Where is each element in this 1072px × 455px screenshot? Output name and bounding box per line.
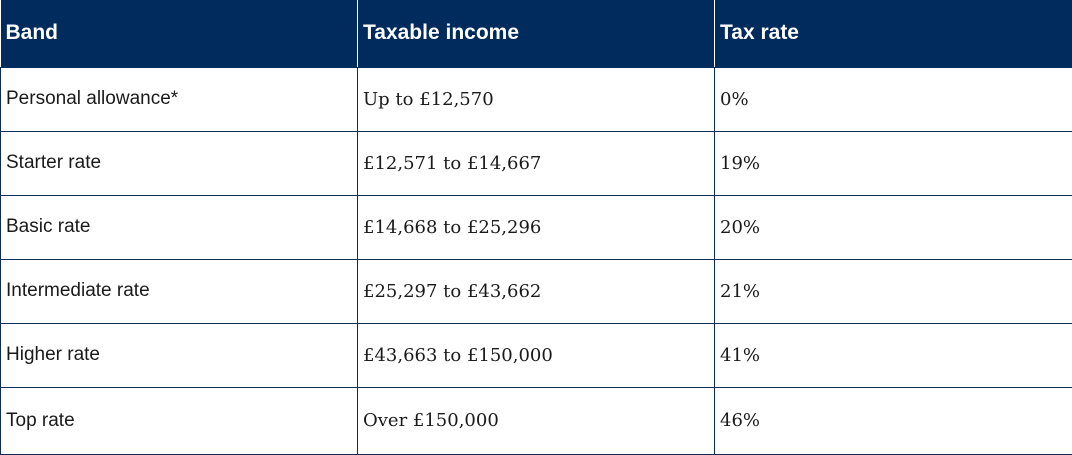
table-row: Higher rate £43,663 to £150,000 41% <box>1 323 1072 387</box>
band-cell: Top rate <box>1 387 358 454</box>
taxable-income-cell: Up to £12,570 <box>358 67 715 131</box>
tax-rate-cell: 20% <box>715 195 1072 259</box>
taxable-income-cell: £14,668 to £25,296 <box>358 195 715 259</box>
table-row: Top rate Over £150,000 46% <box>1 387 1072 454</box>
band-cell: Intermediate rate <box>1 259 358 323</box>
band-cell: Higher rate <box>1 323 358 387</box>
table-body: Personal allowance* Up to £12,570 0% Sta… <box>1 67 1072 454</box>
table-row: Basic rate £14,668 to £25,296 20% <box>1 195 1072 259</box>
tax-rate-cell: 19% <box>715 131 1072 195</box>
table-row: Personal allowance* Up to £12,570 0% <box>1 67 1072 131</box>
tax-rate-cell: 46% <box>715 387 1072 454</box>
header-taxable-income: Taxable income <box>358 0 715 67</box>
tax-rate-cell: 0% <box>715 67 1072 131</box>
taxable-income-cell: £12,571 to £14,667 <box>358 131 715 195</box>
taxable-income-cell: £43,663 to £150,000 <box>358 323 715 387</box>
tax-rate-cell: 41% <box>715 323 1072 387</box>
header-tax-rate: Tax rate <box>715 0 1072 67</box>
table-row: Intermediate rate £25,297 to £43,662 21% <box>1 259 1072 323</box>
taxable-income-cell: £25,297 to £43,662 <box>358 259 715 323</box>
header-row: Band Taxable income Tax rate <box>1 0 1072 67</box>
band-cell: Personal allowance* <box>1 67 358 131</box>
band-cell: Starter rate <box>1 131 358 195</box>
taxable-income-cell: Over £150,000 <box>358 387 715 454</box>
tax-rate-cell: 21% <box>715 259 1072 323</box>
header-band: Band <box>1 0 358 67</box>
table-header: Band Taxable income Tax rate <box>1 0 1072 67</box>
table-row: Starter rate £12,571 to £14,667 19% <box>1 131 1072 195</box>
band-cell: Basic rate <box>1 195 358 259</box>
